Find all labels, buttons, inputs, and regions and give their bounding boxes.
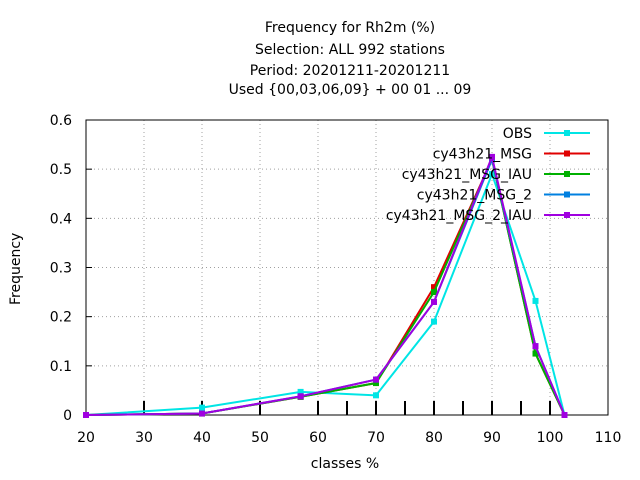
- x-tick-label: 40: [193, 430, 211, 446]
- chart-title-line-4: Used {00,03,06,09} + 00 01 ... 09: [228, 82, 472, 98]
- y-tick-label: 0.6: [50, 113, 72, 129]
- series-line-4: [85, 153, 566, 416]
- x-tick-label: 30: [135, 430, 153, 446]
- y-tick-label: 0.2: [50, 310, 72, 326]
- x-tick-label: 20: [77, 430, 95, 446]
- series-point-0: [489, 171, 495, 178]
- series-point-2: [431, 289, 437, 296]
- legend-marker-2: [564, 171, 570, 177]
- series-point-4: [83, 412, 89, 418]
- series-point-4: [561, 412, 568, 418]
- series-point-4: [489, 153, 495, 160]
- y-tick-label: 0: [63, 408, 72, 424]
- chart-title-line-2: Selection: ALL 992 stations: [255, 42, 445, 58]
- series-point-4: [373, 376, 379, 383]
- y-tick-label: 0.3: [50, 261, 72, 277]
- legend-marker-3: [564, 191, 570, 198]
- x-tick-label: 110: [595, 430, 622, 446]
- x-tick-label: 50: [251, 430, 269, 446]
- y-tick-label: 0.5: [50, 162, 72, 178]
- series-point-0: [431, 318, 437, 325]
- x-tick-label: 100: [537, 430, 564, 446]
- series-point-4: [431, 298, 437, 305]
- series-point-4: [297, 393, 304, 400]
- legend-marker-1: [564, 150, 570, 157]
- legend-label-0: OBS: [503, 126, 532, 142]
- x-axis-label: classes %: [310, 456, 380, 472]
- series-point-1: [431, 284, 437, 291]
- legend-label-1: cy43h21_MSG: [433, 147, 532, 163]
- x-tick-label: 60: [309, 430, 327, 446]
- series-point-4: [199, 410, 205, 417]
- legend-label-2: cy43h21_MSG_IAU: [402, 167, 532, 183]
- legend-label-3: cy43h21_MSG_2: [417, 188, 532, 204]
- series-point-4: [532, 343, 539, 350]
- series-line-0: [85, 171, 566, 416]
- legend-label-4: cy43h21_MSG_2_IAU: [386, 208, 532, 224]
- series-point-2: [373, 380, 379, 387]
- chart-title-line-3: Period: 20201211-20201211: [249, 63, 451, 79]
- series-point-0: [373, 392, 379, 399]
- x-tick-label: 90: [483, 430, 501, 446]
- series-point-0: [199, 404, 205, 411]
- legend-marker-4: [564, 212, 570, 218]
- legend-marker-0: [564, 130, 570, 136]
- series-point-2: [532, 350, 539, 357]
- series-point-0: [297, 388, 304, 395]
- y-tick-label: 0.4: [50, 211, 72, 227]
- chart-title-line-1: Frequency for Rh2m (%): [264, 20, 436, 36]
- y-tick-label: 0.1: [50, 359, 72, 375]
- series-point-0: [532, 297, 539, 304]
- x-tick-label: 80: [425, 430, 443, 446]
- x-tick-label: 70: [367, 430, 385, 446]
